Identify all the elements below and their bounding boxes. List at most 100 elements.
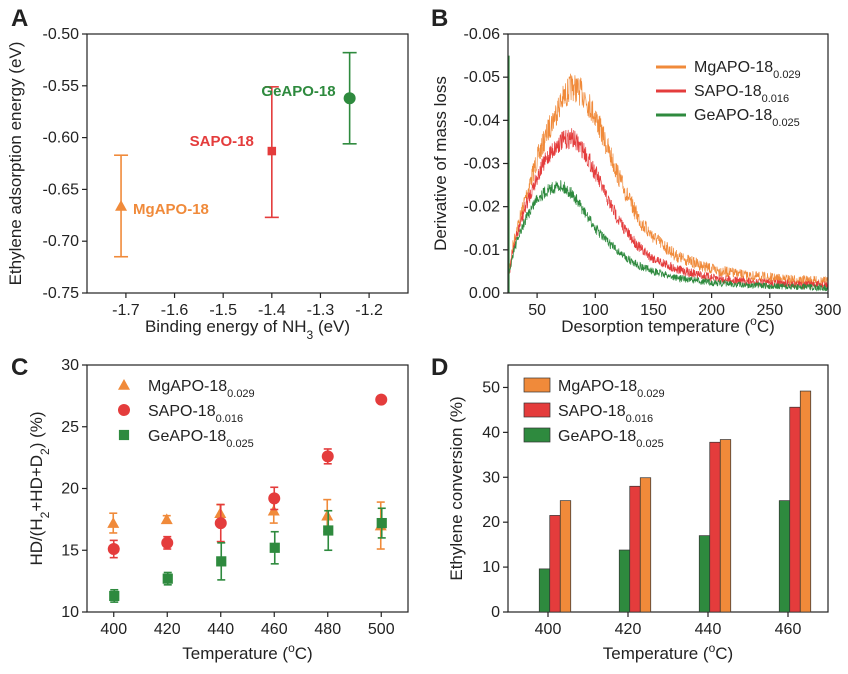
panel-d-legend-swatch <box>523 402 551 418</box>
panel-d-legend-label: GeAPO-180.025 <box>558 428 664 450</box>
panel-c-legend-label-text: MgAPO-18 <box>148 378 227 395</box>
panel-a-point-label: SAPO-18 <box>190 133 254 150</box>
panel-d-ytick-label: 10 <box>482 559 500 576</box>
panel-d-bar-2-0 <box>559 500 572 613</box>
panel-b-legend-label-sub: 0.016 <box>762 93 790 105</box>
panel-d-bar-1-2 <box>709 441 721 613</box>
panel-d-legend-label-text: MgAPO-18 <box>558 378 637 395</box>
panel-a-point-mgapo-18 <box>115 199 128 211</box>
panel-b-xtick-label: 200 <box>698 302 725 319</box>
panel-b-legend-label-sub: 0.025 <box>772 117 800 129</box>
panel-a-ytick-label: -0.75 <box>43 285 80 302</box>
panel-b-ytick-label: -0.03 <box>464 156 501 173</box>
panel-d-bar-1-1 <box>629 485 641 613</box>
panel-d-xtick-label: 400 <box>535 621 562 638</box>
panel-b-series-2 <box>508 180 828 292</box>
panel-a-point-label: GeAPO-18 <box>261 83 335 100</box>
panel-letter-c: C <box>11 354 28 381</box>
panel-b-ytick-label: -0.06 <box>464 26 501 43</box>
panel-c-xlabel-sup: o <box>288 641 295 655</box>
panel-c-legend-label-sub: 0.029 <box>227 388 255 400</box>
panel-c-point-2-2 <box>216 556 227 567</box>
panel-a-xtick-label: -1.2 <box>355 302 383 319</box>
panel-a-xlabel-text: Binding energy of NH <box>145 317 307 336</box>
panel-c-legend-label: GeAPO-180.025 <box>148 428 254 450</box>
panel-c-ylabel-sub: 2 <box>38 511 52 518</box>
panel-d-bar-2-1 <box>639 477 652 613</box>
panel-b-xlabel: Desorption temperature (oC) <box>561 314 775 336</box>
panel-c-point-0-4 <box>321 509 334 521</box>
panel-d-ytick-label: 0 <box>491 604 500 621</box>
panel-c-ylabel: HD/(H2+HD+D2) (%) <box>27 411 52 565</box>
panel-b-series-1 <box>508 128 828 290</box>
panel-c-ytick-label: 30 <box>61 357 79 374</box>
panel-d-bar-0-2 <box>698 535 711 613</box>
panel-c-xtick-label: 500 <box>368 621 395 638</box>
panel-c-point-2-5 <box>376 517 387 529</box>
panel-b-legend-label: MgAPO-180.029 <box>694 59 801 81</box>
panel-c-point-2-4 <box>323 525 334 536</box>
panel-c-ytick-label: 15 <box>61 542 79 559</box>
panel-b-legend-label-text: SAPO-18 <box>694 83 762 100</box>
panel-a-xlabel-tail: (eV) <box>313 317 350 336</box>
panel-b-xlabel-sup: o <box>750 314 757 328</box>
panel-d-ylabel: Ethylene conversion (%) <box>447 396 466 580</box>
panel-a-point-sapo-18 <box>267 146 277 156</box>
panel-a-ytick-label: -0.55 <box>43 78 80 95</box>
panel-a-xtick-label: -1.7 <box>112 302 140 319</box>
panel-d-ytick-label: 20 <box>482 514 500 531</box>
panel-d-legend-label-sub: 0.025 <box>636 438 664 450</box>
panel-c-frame <box>86 364 409 613</box>
panel-c-xtick-label: 420 <box>154 621 181 638</box>
panel-c-legend-label-sub: 0.025 <box>226 438 254 450</box>
panel-c-point-0-0 <box>107 517 120 528</box>
panel-c-point-1-4 <box>321 450 334 463</box>
panel-b-legend-label-text: GeAPO-18 <box>694 107 772 124</box>
panel-b-legend-label-sub: 0.029 <box>773 69 801 81</box>
panel-d-xlabel-tail: C) <box>715 644 733 663</box>
panel-c-legend-label: MgAPO-180.029 <box>148 378 255 400</box>
panel-d-xlabel: Temperature (oC) <box>603 641 733 663</box>
panel-c-legend-label-sub: 0.016 <box>216 413 244 425</box>
panel-d-bar-0-1 <box>618 549 631 613</box>
panel-b-xtick-label: 250 <box>756 302 783 319</box>
panel-b-ytick-label: 0.00 <box>469 285 500 302</box>
panel-letter-d: D <box>431 354 448 381</box>
panel-d-xlabel-sup: o <box>709 641 716 655</box>
panel-c-xtick-label: 400 <box>100 621 127 638</box>
panel-b-xtick-label: 150 <box>640 302 667 319</box>
panel-c-point-2-0 <box>109 590 120 602</box>
panel-a-ytick-label: -0.65 <box>43 181 80 198</box>
panel-c-ylabel-part: +HD+D <box>27 455 46 512</box>
panel-c-xtick-label: 440 <box>207 621 234 638</box>
panel-c-ylabel-part: HD/(H <box>27 518 46 565</box>
panel-c-xtick-label: 460 <box>261 621 288 638</box>
panel-c-point-1-3 <box>268 492 281 505</box>
panel-c-point-1-1 <box>161 536 174 549</box>
panel-b-xtick-label: 300 <box>815 302 842 319</box>
panel-a-point-label: MgAPO-18 <box>133 201 209 218</box>
panel-b-xtick-label: 50 <box>528 302 546 319</box>
panel-b-legend-label-text: MgAPO-18 <box>694 59 773 76</box>
panel-b-ytick-label: -0.02 <box>464 199 501 216</box>
panel-c-xtick-label: 480 <box>314 621 341 638</box>
panel-b-ytick-label: -0.04 <box>464 112 501 129</box>
panel-c-legend-label-text: SAPO-18 <box>148 403 216 420</box>
panel-c-legend-label-text: GeAPO-18 <box>148 428 226 445</box>
panel-d-bar-2-2 <box>719 439 732 613</box>
panel-c-ylabel-part: ) (%) <box>27 411 46 448</box>
panel-c-legend-marker <box>118 404 130 416</box>
panel-c-xlabel-text: Temperature ( <box>182 644 288 663</box>
panel-a-xlabel: Binding energy of NH3 (eV) <box>145 317 350 342</box>
panel-c-point-1-5 <box>375 393 388 406</box>
panel-c-legend-marker <box>118 429 130 441</box>
panel-a-xtick-label: -1.5 <box>209 302 237 319</box>
panel-d-bar-1-0 <box>549 515 561 613</box>
panel-d-legend-label-text: GeAPO-18 <box>558 428 636 445</box>
panel-c-ytick-label: 20 <box>61 481 79 498</box>
panel-d-frame <box>507 364 829 613</box>
panel-d-ytick-label: 40 <box>482 424 500 441</box>
panel-a-xtick-label: -1.6 <box>161 302 189 319</box>
panel-a-ytick-label: -0.50 <box>43 26 80 43</box>
panel-b-xtick-label: 100 <box>582 302 609 319</box>
